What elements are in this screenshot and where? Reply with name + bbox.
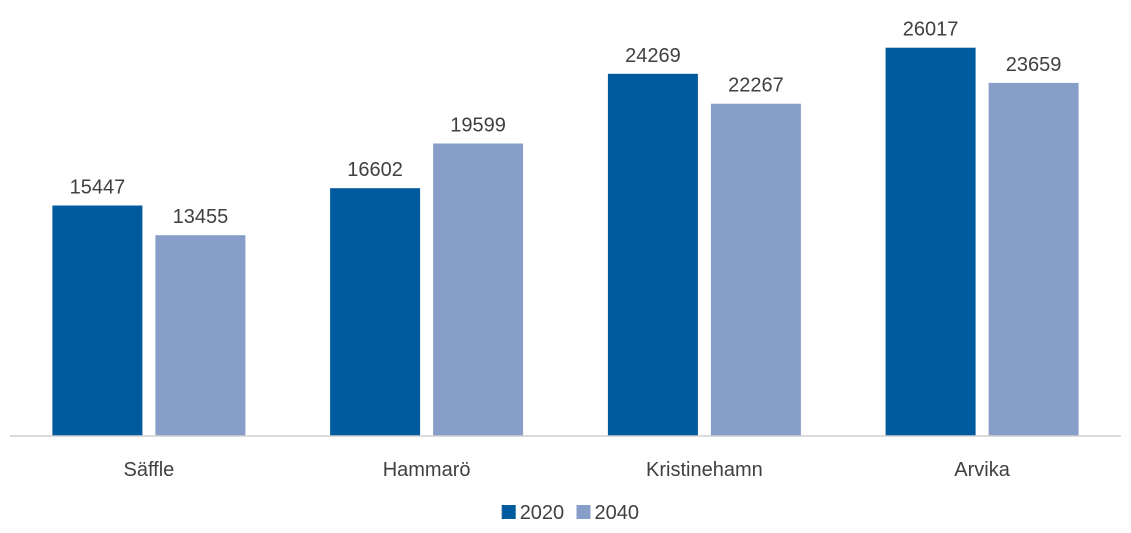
data-labels-layer: 15447 13455 16602 19599 24269 22267 26017 23659 — [70, 19, 1062, 228]
x-tick-labels: Säffle Hammarö Kristinehamn Arvika — [124, 459, 1011, 481]
bar-2020-3 — [885, 47, 976, 436]
x-tick-label-3: Arvika — [954, 459, 1010, 481]
bar-2040-2 — [710, 103, 801, 436]
bar-2040-3 — [988, 82, 1079, 437]
bar-2020-1 — [330, 188, 421, 436]
bar-2020-0 — [52, 205, 143, 436]
legend-swatch-2040 — [576, 505, 591, 519]
x-tick-label-0: Säffle — [124, 459, 175, 481]
data-label-2020-1: 16602 — [347, 159, 403, 181]
bar-2040-0 — [155, 235, 246, 436]
data-label-2020-0: 15447 — [70, 177, 126, 199]
legend-label-2020: 2020 — [520, 502, 565, 524]
data-label-2040-3: 23659 — [1006, 54, 1062, 76]
bar-2020-2 — [607, 73, 698, 437]
data-label-2040-2: 22267 — [728, 75, 784, 97]
data-label-2040-0: 13455 — [173, 206, 229, 228]
data-label-2040-1: 19599 — [450, 115, 506, 137]
x-tick-label-1: Hammarö — [383, 459, 471, 481]
legend-label-2040: 2040 — [595, 502, 640, 524]
bars-layer — [52, 47, 1079, 437]
legend: 2020 2040 — [501, 502, 640, 524]
data-label-2020-3: 26017 — [903, 19, 959, 41]
legend-swatch-2020 — [501, 505, 516, 519]
data-label-2020-2: 24269 — [625, 45, 681, 67]
x-tick-label-2: Kristinehamn — [646, 459, 763, 481]
bar-2040-1 — [433, 143, 524, 436]
